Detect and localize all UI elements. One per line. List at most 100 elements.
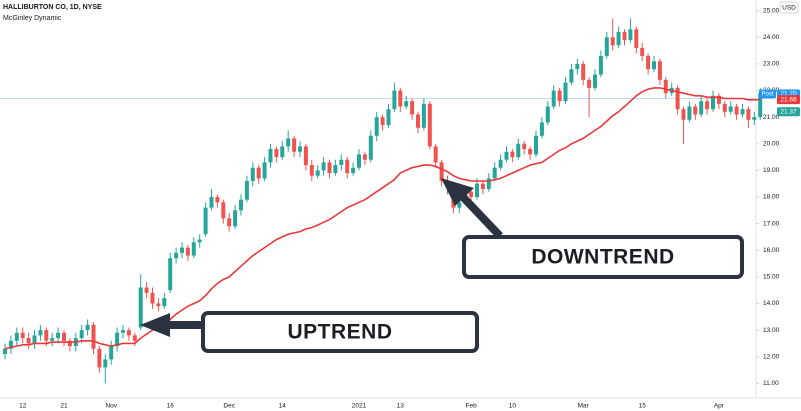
candle-body bbox=[598, 55, 603, 75]
candle-body bbox=[416, 114, 420, 128]
annotation-box bbox=[201, 311, 479, 353]
x-tick-label: Feb bbox=[465, 403, 477, 410]
candle-body bbox=[522, 143, 527, 150]
candle-body bbox=[85, 324, 90, 331]
candle-body bbox=[185, 247, 190, 256]
candle-body bbox=[115, 332, 120, 347]
y-tick-label: 25.00 bbox=[763, 7, 780, 14]
arrow-head bbox=[140, 313, 170, 337]
candle-body bbox=[286, 138, 291, 147]
plot-area bbox=[0, 18, 763, 384]
candle-body bbox=[162, 298, 167, 307]
candle-body bbox=[392, 90, 397, 110]
candle-body bbox=[534, 135, 538, 155]
y-tick-label: 20.00 bbox=[763, 140, 780, 147]
candle-body bbox=[132, 335, 137, 341]
candle-body bbox=[681, 109, 686, 120]
currency: USD bbox=[782, 5, 796, 12]
x-tick-label: 14 bbox=[279, 403, 287, 410]
candle-body bbox=[26, 338, 31, 344]
candle-body bbox=[97, 348, 102, 368]
candle-body bbox=[587, 79, 592, 88]
currency-box bbox=[779, 1, 799, 14]
candle-body bbox=[32, 335, 37, 344]
candle-body bbox=[427, 103, 432, 147]
candle-body bbox=[8, 340, 13, 349]
candle-body bbox=[298, 146, 302, 152]
candle-body bbox=[121, 330, 125, 333]
candle-body bbox=[640, 47, 645, 56]
candle-body bbox=[545, 106, 550, 123]
candle-body bbox=[239, 199, 243, 211]
candle-body bbox=[575, 63, 580, 70]
candle-body bbox=[457, 202, 462, 208]
candle-body bbox=[404, 101, 409, 107]
candle-body bbox=[315, 170, 320, 176]
candle-body bbox=[292, 138, 297, 152]
x-tick-label: Apr bbox=[714, 403, 725, 410]
candle-body bbox=[357, 154, 361, 168]
candle-body bbox=[480, 183, 485, 190]
candle-body bbox=[657, 61, 662, 80]
annotation-uptrend: UPTREND bbox=[140, 311, 479, 353]
price-label-box bbox=[777, 95, 800, 105]
annotation-box bbox=[462, 235, 744, 279]
price-axis: 11.00 12.00 13.00 14.00 15.00 16.00 17.00 18.00… bbox=[756, 7, 800, 387]
candle-body bbox=[722, 103, 727, 112]
candle-body bbox=[197, 239, 202, 243]
candle-body bbox=[303, 146, 308, 166]
indicator-line bbox=[4, 87, 761, 350]
y-tick-label: 14.00 bbox=[763, 300, 780, 307]
candle-body bbox=[20, 332, 25, 339]
x-tick-label: 10 bbox=[509, 403, 517, 410]
y-tick-label: 15.00 bbox=[763, 274, 780, 281]
price-label: 21.66 bbox=[780, 96, 797, 103]
candle-body bbox=[728, 106, 733, 112]
candle-body bbox=[486, 178, 491, 190]
candle-body bbox=[62, 332, 66, 341]
candle-body bbox=[386, 109, 391, 126]
candle-body bbox=[604, 37, 609, 56]
price-label: 21.70 bbox=[780, 91, 797, 98]
candle-body bbox=[374, 117, 379, 136]
annotation-text: DOWNTREND bbox=[531, 246, 674, 269]
candle-body bbox=[345, 159, 350, 174]
y-tick-label: 18.00 bbox=[763, 194, 780, 201]
candle-body bbox=[646, 55, 651, 70]
candle-body bbox=[3, 348, 7, 355]
candle-body bbox=[327, 162, 332, 174]
candle-body bbox=[705, 101, 710, 110]
x-tick-label: 15 bbox=[639, 403, 647, 410]
candle-body bbox=[758, 93, 763, 118]
x-tick-label: Mar bbox=[578, 403, 590, 410]
candle-body bbox=[663, 79, 668, 94]
chart-title: HALLIBURTON CO, 1D, NYSE bbox=[3, 4, 102, 11]
candle-body bbox=[103, 359, 108, 368]
arrow-shaft bbox=[459, 193, 503, 239]
x-tick-label: 21 bbox=[60, 403, 68, 410]
candle-body bbox=[221, 202, 226, 219]
price-tag-box bbox=[759, 89, 776, 99]
candle-body bbox=[711, 95, 715, 110]
candle-body bbox=[256, 167, 261, 179]
candle-body bbox=[734, 106, 739, 115]
candle-body bbox=[510, 151, 515, 158]
candle-body bbox=[138, 287, 143, 328]
candle-body bbox=[622, 31, 627, 40]
x-tick-label: Nov bbox=[105, 403, 117, 410]
candle-body bbox=[380, 117, 385, 126]
candle-body bbox=[44, 330, 49, 341]
candle-body bbox=[498, 159, 503, 168]
candle-body bbox=[740, 109, 745, 115]
annotation-downtrend: DOWNTREND bbox=[441, 178, 744, 279]
candle-body bbox=[652, 61, 656, 70]
candle-body bbox=[539, 122, 544, 136]
candle-body bbox=[362, 154, 367, 160]
candle-body bbox=[433, 146, 438, 163]
x-tick-label: 13 bbox=[397, 403, 405, 410]
candle-body bbox=[333, 165, 338, 174]
candle-body bbox=[475, 183, 479, 198]
candle-body bbox=[203, 207, 208, 235]
candle-body bbox=[268, 149, 273, 163]
candle-body bbox=[14, 332, 19, 341]
